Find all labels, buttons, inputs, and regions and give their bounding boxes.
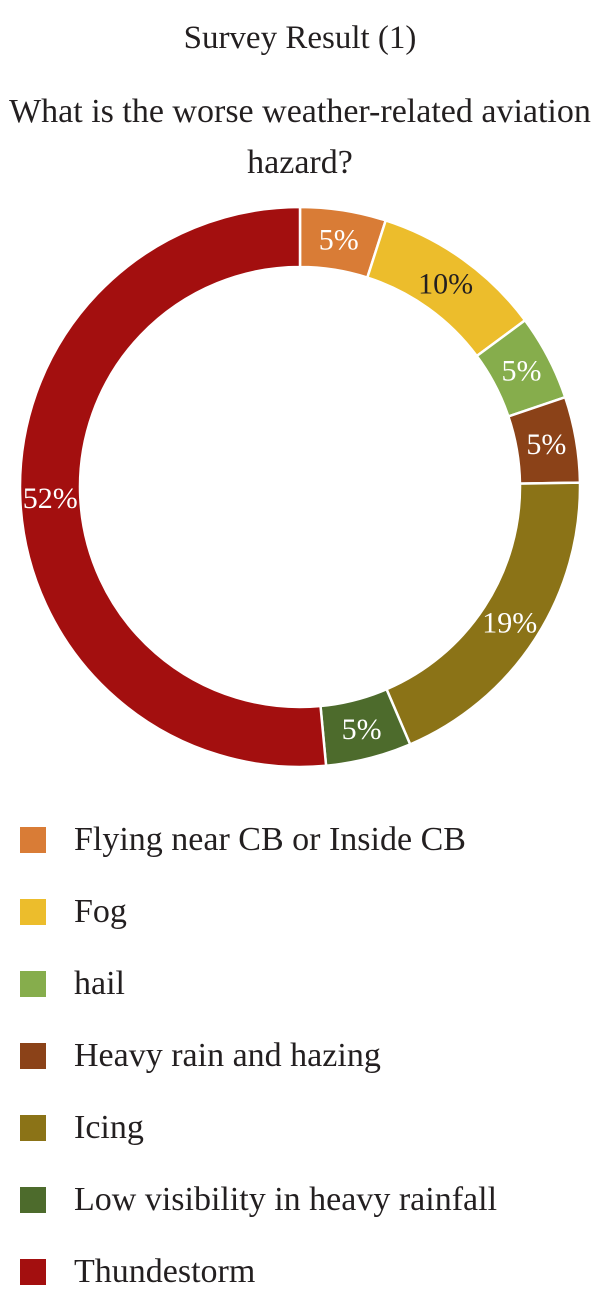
data-label-heavy-rain-and-hazing: 5%: [526, 428, 566, 461]
legend-label: hail: [74, 965, 125, 1002]
chart-legend: Flying near CB or Inside CB Fog hail Heavy …: [20, 804, 590, 1308]
legend-item-heavy-rain-and-hazing: Heavy rain and hazing: [20, 1020, 590, 1092]
data-label-hail: 5%: [502, 355, 542, 388]
legend-swatch: [20, 827, 46, 853]
legend-item-icing: Icing: [20, 1092, 590, 1164]
legend-swatch: [20, 1259, 46, 1285]
legend-label: Fog: [74, 893, 127, 930]
data-label-flying-near-cb-or-inside-cb: 5%: [319, 224, 359, 257]
data-label-icing: 19%: [482, 607, 537, 640]
chart-subtitle: What is the worse weather-related aviati…: [9, 93, 591, 181]
donut-slice-thundestorm: [18, 205, 328, 769]
legend-swatch: [20, 1115, 46, 1141]
legend-label: Low visibility in heavy rainfall: [74, 1181, 498, 1218]
legend-label: Heavy rain and hazing: [74, 1037, 381, 1074]
donut-chart: 5% 10% 5% 5% 19% 5% 52%: [18, 205, 582, 769]
legend-swatch: [20, 1187, 46, 1213]
data-label-fog: 10%: [418, 267, 473, 300]
legend-label: Thundestorm: [74, 1253, 256, 1290]
legend-item-thundestorm: Thundestorm: [20, 1236, 590, 1308]
legend-swatch: [20, 971, 46, 997]
donut-slices: [18, 205, 582, 769]
donut-data-labels: 5% 10% 5% 5% 19% 5% 52%: [23, 224, 567, 746]
legend-label: Flying near CB or Inside CB: [74, 821, 466, 858]
legend-item-fog: Fog: [20, 876, 590, 948]
chart-title: Survey Result (1): [183, 20, 417, 56]
legend-swatch: [20, 1043, 46, 1069]
data-label-low-visibility-in-heavy-rainfall: 5%: [342, 713, 382, 746]
legend-label: Icing: [74, 1109, 144, 1146]
legend-swatch: [20, 899, 46, 925]
legend-item-flying-near-cb-or-inside-cb: Flying near CB or Inside CB: [20, 804, 590, 876]
legend-item-low-visibility-in-heavy-rainfall: Low visibility in heavy rainfall: [20, 1164, 590, 1236]
data-label-thundestorm: 52%: [23, 482, 78, 515]
legend-item-hail: hail: [20, 948, 590, 1020]
